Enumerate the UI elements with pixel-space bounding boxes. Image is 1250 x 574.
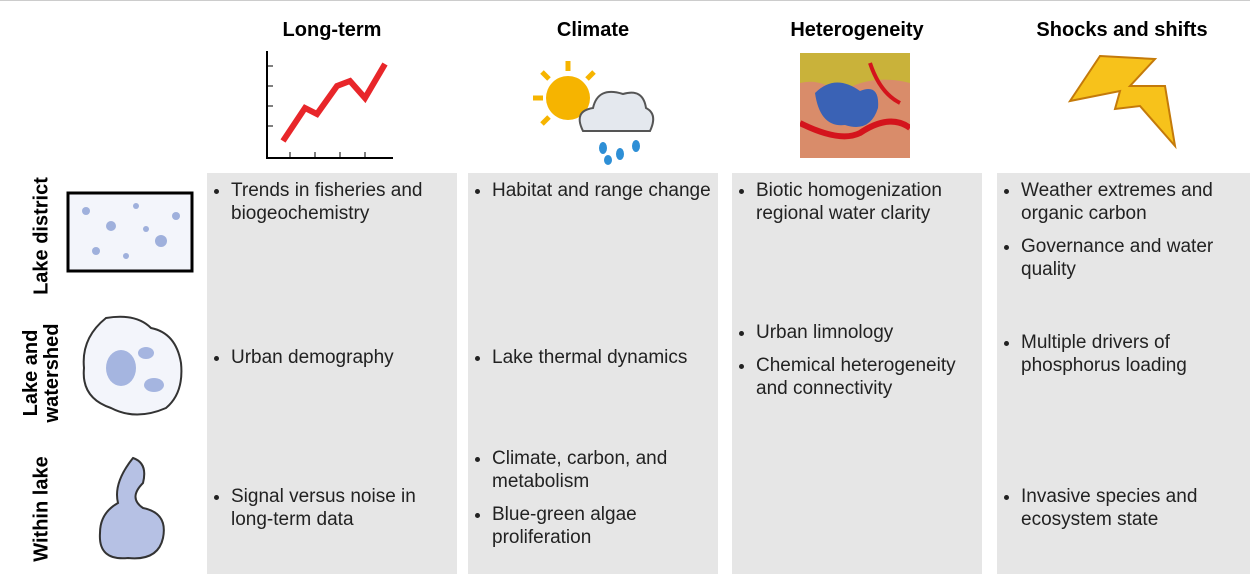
cell: Signal versus noise in long-term data (215, 485, 451, 541)
cell-item: Governance and water quality (1021, 235, 1244, 281)
lake-district-map (66, 191, 194, 273)
cell-item: Weather extremes and organic carbon (1021, 179, 1244, 225)
within-lake-map (98, 456, 165, 560)
cell: Urban demography (215, 346, 451, 379)
column-background (468, 173, 718, 574)
cell-item: Multiple drivers of phosphorus loading (1021, 331, 1244, 377)
climate-icon (533, 61, 655, 165)
column-title: Long-term (282, 19, 382, 41)
row-label: Within lake (30, 456, 53, 562)
cell: Habitat and range change (476, 179, 712, 212)
cell: Urban limnology Chemical heterogeneity an… (740, 321, 976, 410)
row-label: Lake and watershed (20, 323, 63, 423)
shocks-icon (1067, 54, 1177, 150)
cell: Multiple drivers of phosphorus loading (1005, 331, 1244, 387)
cell-item: Climate, carbon, and metabolism (492, 447, 712, 493)
watershed-map (82, 315, 183, 416)
cell-item: Habitat and range change (492, 179, 712, 202)
cell: Invasive species and ecosystem state (1005, 485, 1244, 541)
column-background (997, 173, 1250, 574)
column-background (207, 173, 457, 574)
long-term-icon (266, 51, 393, 159)
cell-item: Blue-green algae proliferation (492, 503, 712, 549)
cell-item: Signal versus noise in long-term data (231, 485, 451, 531)
row-label: Lake district (30, 177, 53, 295)
cell-item: Urban limnology (756, 321, 976, 344)
cell: Trends in fisheries and biogeochemistry (215, 179, 451, 235)
cell: Weather extremes and organic carbon Gover… (1005, 179, 1244, 291)
cell: Climate, carbon, and metabolism Blue-gree… (476, 447, 712, 559)
cell: Lake thermal dynamics (476, 346, 712, 379)
cell-item: Invasive species and ecosystem state (1021, 485, 1244, 531)
cell-item: Biotic homogenization regional water cla… (756, 179, 976, 225)
cell-item: Lake thermal dynamics (492, 346, 712, 369)
cell-item: Chemical heterogeneity and connectivity (756, 354, 976, 400)
column-title: Shocks and shifts (1036, 19, 1208, 41)
column-background (732, 173, 982, 574)
column-title: Climate (556, 19, 630, 41)
cell-item: Trends in fisheries and biogeochemistry (231, 179, 451, 225)
cell: Biotic homogenization regional water cla… (740, 179, 976, 235)
heterogeneity-icon (800, 53, 910, 158)
cell-item: Urban demography (231, 346, 451, 369)
column-title: Heterogeneity (790, 19, 924, 41)
